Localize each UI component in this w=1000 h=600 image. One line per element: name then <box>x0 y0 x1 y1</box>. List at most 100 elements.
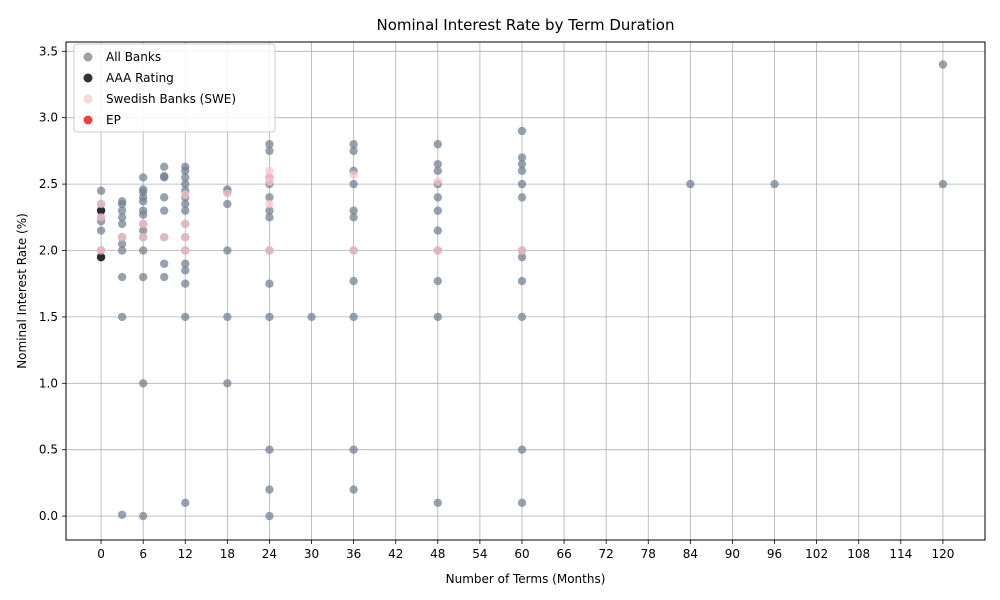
data-point <box>433 498 443 508</box>
data-point <box>96 186 106 195</box>
data-point <box>349 140 358 149</box>
data-point <box>265 166 274 176</box>
data-point <box>181 179 190 189</box>
data-point <box>349 312 358 322</box>
y-tick-label: 2.0 <box>39 243 58 257</box>
x-tick-label: 24 <box>262 547 277 561</box>
data-point <box>181 246 190 255</box>
data-point <box>138 272 148 282</box>
legend-box <box>73 43 276 133</box>
data-point <box>433 226 443 235</box>
data-point <box>433 206 443 215</box>
data-point <box>138 173 148 182</box>
data-point <box>517 159 527 169</box>
legend-marker <box>83 94 93 104</box>
x-tick-label: 0 <box>97 547 105 561</box>
chart-title: Nominal Interest Rate by Term Duration <box>377 16 675 34</box>
data-point <box>138 210 148 219</box>
data-point <box>349 170 358 179</box>
data-point <box>517 498 527 508</box>
data-point <box>117 219 127 229</box>
data-point <box>96 226 106 235</box>
data-point <box>96 206 106 215</box>
data-point <box>117 199 127 209</box>
data-point <box>433 246 443 255</box>
data-point <box>117 510 127 519</box>
y-tick-label: 0.5 <box>39 443 58 457</box>
data-point <box>160 233 169 242</box>
y-tick-label: 3.5 <box>39 44 58 58</box>
data-point <box>181 279 190 288</box>
x-tick-label: 18 <box>220 547 235 561</box>
legend-label: EP <box>106 113 121 127</box>
data-point <box>265 485 274 494</box>
data-point <box>181 219 190 229</box>
x-tick-label: 54 <box>472 547 487 561</box>
y-tick-label: 1.5 <box>39 310 58 324</box>
data-point <box>517 126 527 136</box>
data-point <box>223 246 232 255</box>
y-tick-label: 1.0 <box>39 376 58 390</box>
data-point <box>181 312 190 322</box>
x-tick-label: 72 <box>599 547 614 561</box>
data-point <box>160 162 169 172</box>
data-point <box>433 276 443 286</box>
x-tick-label: 12 <box>178 547 193 561</box>
data-point <box>160 193 169 202</box>
data-point <box>138 197 148 206</box>
data-point <box>433 140 443 149</box>
x-tick-label: 60 <box>514 547 529 561</box>
data-point <box>433 193 443 202</box>
data-point <box>138 226 148 235</box>
x-tick-label: 42 <box>388 547 403 561</box>
legend-label: All Banks <box>106 50 161 64</box>
x-tick-label: 6 <box>139 547 147 561</box>
data-point <box>223 189 232 198</box>
y-tick-label: 3.0 <box>39 111 58 125</box>
y-tick-label: 2.5 <box>39 177 58 191</box>
legend-label: Swedish Banks (SWE) <box>106 92 236 106</box>
data-point <box>433 159 443 169</box>
data-point <box>160 259 169 268</box>
data-point <box>181 206 190 215</box>
data-point <box>138 219 148 229</box>
data-point <box>160 206 169 215</box>
data-point <box>181 190 190 199</box>
y-axis-label: Nominal Interest Rate (%) <box>15 213 29 369</box>
data-point <box>138 379 148 388</box>
data-point <box>433 177 443 186</box>
x-axis-label: Number of Terms (Months) <box>446 572 606 586</box>
x-tick-label: 96 <box>767 547 782 561</box>
data-point <box>117 213 127 222</box>
x-tick-label: 30 <box>304 547 319 561</box>
data-point <box>517 193 527 202</box>
data-point <box>181 498 190 508</box>
data-point <box>517 246 527 255</box>
data-point <box>223 379 232 388</box>
data-point <box>96 199 106 209</box>
data-point <box>349 276 358 286</box>
data-point <box>181 233 190 242</box>
data-point <box>517 153 527 162</box>
data-points <box>96 60 948 521</box>
data-point <box>160 173 169 182</box>
data-point <box>938 60 948 69</box>
data-point <box>138 511 148 521</box>
legend-marker <box>83 115 93 125</box>
x-tick-label: 48 <box>430 547 445 561</box>
data-point <box>96 246 106 255</box>
data-point <box>265 199 274 209</box>
data-point <box>117 239 127 249</box>
data-point <box>138 233 148 242</box>
axis-ticks: 0 6 12 18 24 30 36 42 48 54 60 66 72 78 84 90 96 102 108 11… <box>39 44 954 561</box>
data-point <box>517 179 527 189</box>
data-point <box>517 445 527 454</box>
data-point <box>181 173 190 182</box>
data-point <box>349 213 358 222</box>
data-point <box>349 206 358 215</box>
data-point <box>265 511 274 521</box>
x-tick-label: 102 <box>805 547 828 561</box>
x-tick-label: 108 <box>847 547 870 561</box>
x-tick-label: 120 <box>931 547 954 561</box>
